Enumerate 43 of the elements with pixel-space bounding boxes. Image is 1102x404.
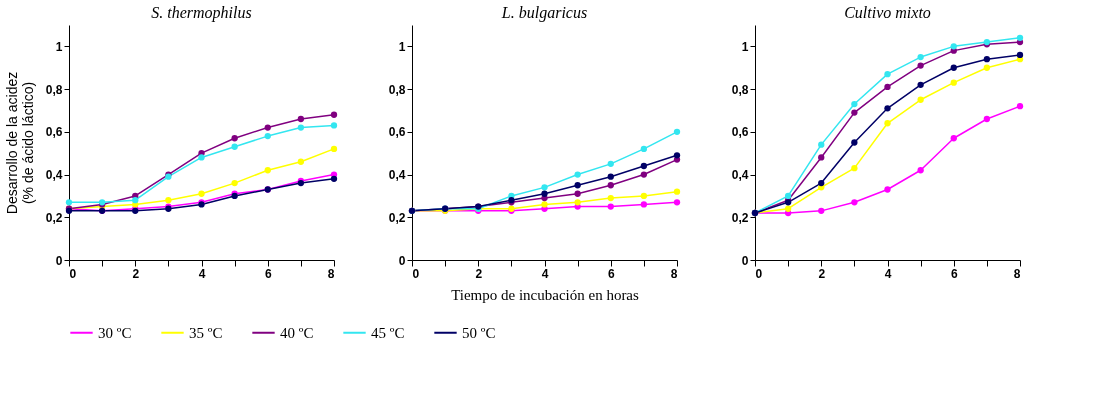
x-tick-label: 0	[755, 266, 763, 281]
y-tick-label: 0,4	[45, 168, 63, 183]
y-tick-label: 0,8	[45, 82, 63, 97]
y-tick-label: 0	[398, 253, 406, 268]
y-tick-label: 1	[55, 39, 63, 54]
chart-title: L. bulgaricus	[500, 4, 588, 22]
y-tick-label: 0	[741, 253, 749, 268]
x-axis-title: Tiempo de incubación en horas	[451, 286, 640, 303]
legend-label: 35 ºC	[189, 324, 223, 341]
x-tick-label: 4	[541, 266, 549, 281]
y-tick-label: 1	[741, 39, 749, 54]
x-tick-label: 0	[69, 266, 77, 281]
x-tick-label: 8	[327, 266, 335, 281]
x-tick-label: 6	[264, 266, 272, 281]
x-tick-label: 2	[475, 266, 483, 281]
x-tick-label: 2	[818, 266, 826, 281]
x-tick-label: 4	[884, 266, 892, 281]
legend-label: 45 ºC	[371, 324, 405, 341]
chart-title: Cultivo mixto	[844, 4, 931, 21]
legend-label: 40 ºC	[280, 324, 314, 341]
x-tick-label: 6	[607, 266, 615, 281]
chart-title: S. thermophilus	[151, 4, 252, 22]
y-tick-label: 1	[398, 39, 406, 54]
x-tick-label: 2	[132, 266, 140, 281]
y-tick-label: 0	[55, 253, 63, 268]
legend-label: 30 ºC	[98, 324, 132, 341]
y-tick-label: 0,4	[731, 168, 749, 183]
y-tick-label: 0,6	[731, 125, 749, 140]
y-tick-label: 0,2	[388, 210, 406, 225]
x-tick-label: 8	[670, 266, 678, 281]
y-tick-label: 0,6	[45, 125, 63, 140]
y-axis-title: Desarrollo de la acidez (% de ácido láctico)	[3, 71, 36, 215]
y-tick-label: 0,2	[45, 210, 63, 225]
legend-label: 50 ºC	[462, 324, 496, 341]
y-tick-label: 0,6	[388, 125, 406, 140]
x-tick-label: 0	[412, 266, 420, 281]
y-tick-label: 0,2	[731, 210, 749, 225]
y-tick-label: 0,8	[388, 82, 406, 97]
y-tick-label: 0,8	[731, 82, 749, 97]
x-tick-label: 6	[950, 266, 958, 281]
x-tick-label: 4	[198, 266, 206, 281]
y-tick-label: 0,4	[388, 168, 406, 183]
x-tick-label: 8	[1013, 266, 1021, 281]
